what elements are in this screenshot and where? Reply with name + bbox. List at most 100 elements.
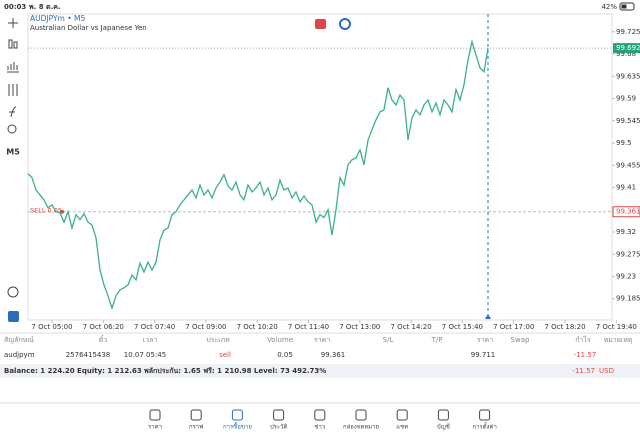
x-tick-label: 7 Oct 10:20 xyxy=(237,323,278,331)
chart-subtitle: Australian Dollar vs Japanese Yen xyxy=(30,24,147,32)
nav-icon[interactable] xyxy=(355,409,367,421)
nav-icon[interactable] xyxy=(149,409,161,421)
trade-button[interactable] xyxy=(315,19,326,29)
column-header: ราคา xyxy=(314,336,330,344)
objects-icon[interactable] xyxy=(7,124,17,134)
chart: 99.725 99.68 99.635 99.59 99.545 99.5 99.455 99… xyxy=(27,14,640,331)
cell[interactable]: -11.57 xyxy=(574,351,597,359)
column-header: Volume xyxy=(267,336,293,344)
column-header: กำไร xyxy=(575,335,591,344)
nav-label[interactable]: บัญชี xyxy=(437,423,450,431)
y-tick-label: 99.275 xyxy=(616,250,640,258)
app-icon[interactable] xyxy=(8,311,19,322)
summary-band xyxy=(0,364,640,378)
summary-text: Balance: 1 224.20 Equity: 1 212.63 พลักป… xyxy=(4,367,326,375)
column-header: สัญลักษณ์ xyxy=(4,336,34,344)
nav-icon[interactable] xyxy=(314,409,326,421)
x-tick-label: 7 Oct 15:40 xyxy=(442,323,483,331)
trade-table: สัญลักษณ์ ตั๋ว เวลา ประเภท Volume ราคา S/L T/P ร… xyxy=(4,335,633,359)
y-tick-label: 99.32 xyxy=(616,228,636,236)
cell[interactable]: 10.07 05:45 xyxy=(124,351,166,359)
nav-label[interactable]: กราฟ xyxy=(189,424,203,431)
cell[interactable]: sell xyxy=(219,351,231,359)
current-price-label: 99.692 xyxy=(616,44,640,52)
nav-icon[interactable] xyxy=(231,409,243,421)
battery-icon xyxy=(619,2,635,11)
x-tick-label: 7 Oct 17:00 xyxy=(493,323,534,331)
status-battery: 42% xyxy=(601,3,617,11)
cell[interactable]: 99.361 xyxy=(321,351,346,359)
cell[interactable]: 2576415438 xyxy=(66,351,111,359)
nav-icon[interactable] xyxy=(190,409,202,421)
sell-price-label: 99.361 xyxy=(616,208,640,216)
y-tick-label: 99.59 xyxy=(616,95,636,103)
y-tick-label: 99.725 xyxy=(616,28,640,36)
column-header: Swap xyxy=(511,336,530,344)
cell[interactable]: 0.05 xyxy=(277,351,293,359)
cell[interactable]: audjpym xyxy=(4,351,35,359)
summary-currency: USD xyxy=(599,367,614,375)
x-tick-label: 7 Oct 18:20 xyxy=(544,323,585,331)
summary-profit: -11.57 xyxy=(572,367,595,375)
nav-icon[interactable] xyxy=(479,409,491,421)
sell-dot xyxy=(60,209,64,214)
y-tick-label: 99.5 xyxy=(616,139,632,147)
x-tick-label: 7 Oct 14:20 xyxy=(391,323,432,331)
toolbar-icons xyxy=(7,18,19,298)
x-tick-label: 7 Oct 13:00 xyxy=(339,323,380,331)
zoom-icon[interactable] xyxy=(7,286,19,298)
chart-title: AUDJPYm • M5 xyxy=(30,14,86,23)
nav-label[interactable]: กล่องจดหมาย xyxy=(343,424,379,431)
y-tick-label: 99.23 xyxy=(616,272,636,280)
nav-icon[interactable] xyxy=(396,409,408,421)
column-header: T/P xyxy=(431,336,443,344)
bottom-nav: ราคา กราฟ การซื้อขาย ประวัติ ข่าว กล่องจดหมาย… xyxy=(148,409,497,431)
y-tick-label: 99.635 xyxy=(616,72,640,80)
x-tick-label: 7 Oct 07:40 xyxy=(134,323,175,331)
candles-icon2 xyxy=(13,41,18,49)
current-bar-marker xyxy=(485,314,491,319)
volumes-icon[interactable] xyxy=(7,62,19,73)
current-price-box xyxy=(613,43,640,54)
battery-level xyxy=(621,4,627,9)
nav-icon[interactable] xyxy=(437,409,449,421)
column-header: เวลา xyxy=(143,336,158,344)
x-tick-label: 7 Oct 09:00 xyxy=(185,323,226,331)
column-header: ราคา xyxy=(477,336,493,344)
sell-price-box xyxy=(612,206,640,218)
column-header: ประเภท xyxy=(206,336,230,344)
nav-label[interactable]: แชท xyxy=(396,424,408,431)
x-tick-label: 7 Oct 06:20 xyxy=(83,323,124,331)
y-tick-label: 99.545 xyxy=(616,117,640,125)
cell[interactable]: 99.711 xyxy=(471,351,496,359)
timeframe[interactable]: M5 xyxy=(6,148,20,157)
status-time: 00:03 xyxy=(4,3,26,11)
sell-label: SELL 0.05 xyxy=(30,207,62,215)
column-header: S/L xyxy=(383,336,394,344)
y-tick-label: 99.185 xyxy=(616,295,640,303)
function-icon[interactable] xyxy=(9,106,17,118)
column-header: ตั๋ว xyxy=(99,335,108,344)
nav-label[interactable]: การซื้อขาย xyxy=(223,421,252,431)
candles-icon[interactable] xyxy=(8,39,13,49)
x-tick-label: 7 Oct 11:40 xyxy=(288,323,329,331)
nav-label[interactable]: การตั้งค่า xyxy=(472,421,496,431)
nav-label[interactable]: ราคา xyxy=(148,424,162,431)
crosshair[interactable] xyxy=(8,18,18,28)
y-tick-label: 99.68 xyxy=(616,50,636,58)
one-click-button[interactable] xyxy=(339,18,351,30)
nav-label[interactable]: ประวัติ xyxy=(270,424,288,431)
chart-frame xyxy=(27,13,613,321)
nav-icon[interactable] xyxy=(273,409,285,421)
indicators-icon[interactable] xyxy=(8,84,18,96)
x-tick-label: 7 Oct 19:40 xyxy=(596,323,637,331)
y-tick-label: 99.455 xyxy=(616,161,640,169)
column-header: หมายเหตุ xyxy=(604,336,633,344)
x-tick-label: 7 Oct 05:00 xyxy=(31,323,72,331)
nav-label[interactable]: ข่าว xyxy=(314,424,325,431)
y-tick-label: 99.41 xyxy=(616,184,636,192)
price-line xyxy=(27,39,489,311)
status-date: พ. 8 ต.ค. xyxy=(29,3,61,11)
